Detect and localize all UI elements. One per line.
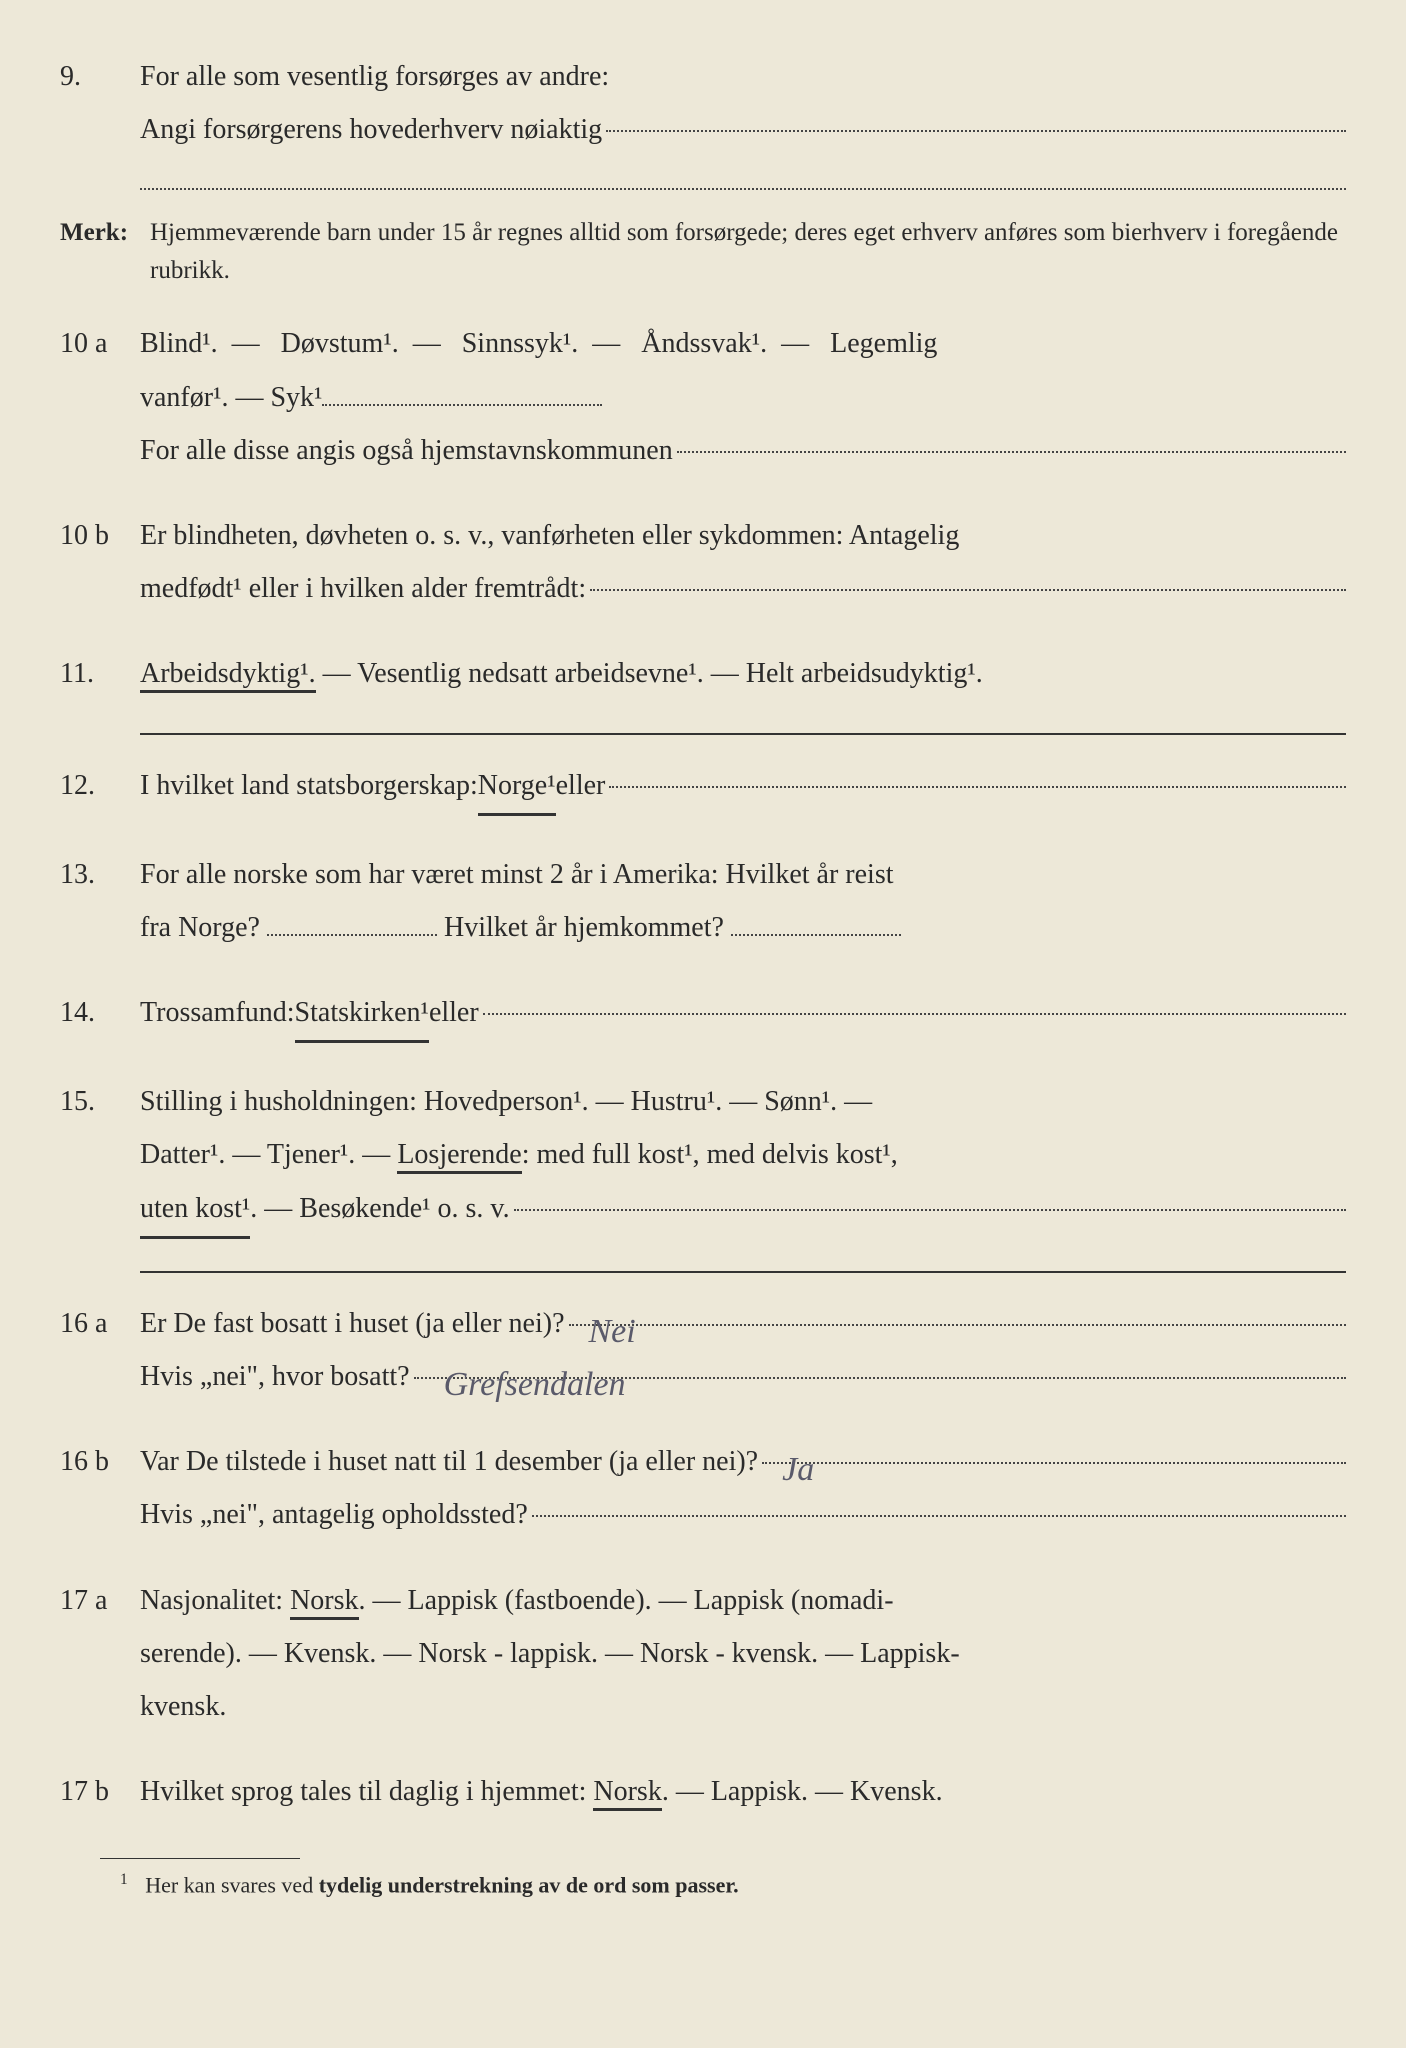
- q10a-opts: Blind¹. — Døvstum¹. — Sinnssyk¹. — Åndss…: [140, 317, 1346, 370]
- q12-number: 12.: [60, 759, 140, 812]
- question-17b: 17 b Hvilket sprog tales til daglig i hj…: [60, 1765, 1346, 1818]
- question-9: 9. For alle som vesentlig forsørges av a…: [60, 50, 1346, 156]
- q10b-line2: medfødt¹ eller i hvilken alder fremtrådt…: [140, 562, 586, 615]
- question-10b: 10 b Er blindheten, døvheten o. s. v., v…: [60, 509, 1346, 615]
- merk-text: Hjemmeværende barn under 15 år regnes al…: [150, 214, 1346, 289]
- q13-line1: For alle norske som har været minst 2 år…: [140, 848, 1346, 901]
- separator-solid: [140, 1271, 1346, 1273]
- q17b-norsk-underlined: Norsk: [593, 1776, 661, 1811]
- footnote-separator: [100, 1858, 300, 1859]
- fill-line: [606, 130, 1346, 132]
- q11-rest: — Vesentlig nedsatt arbeidsevne¹. — Helt…: [323, 658, 983, 689]
- q17a-number: 17 a: [60, 1574, 140, 1627]
- q15-line1: Stilling i husholdningen: Hovedperson¹. …: [140, 1075, 1346, 1128]
- q17a-norsk-underlined: Norsk: [290, 1585, 358, 1620]
- q16b-number: 16 b: [60, 1435, 140, 1488]
- question-15: 15. Stilling i husholdningen: Hovedperso…: [60, 1075, 1346, 1239]
- q9-line2: Angi forsørgerens hovederhverv nøiaktig: [140, 103, 602, 156]
- question-14: 14. Trossamfund: Statskirken¹ eller: [60, 986, 1346, 1043]
- question-13: 13. For alle norske som har været minst …: [60, 848, 1346, 954]
- question-12: 12. I hvilket land statsborgerskap: Norg…: [60, 759, 1346, 816]
- q16a-number: 16 a: [60, 1297, 140, 1350]
- q11-opt1-underlined: Arbeidsdyktig¹.: [140, 658, 316, 693]
- question-16a: 16 a Er De fast bosatt i huset (ja eller…: [60, 1297, 1346, 1403]
- q15-utenkost-underlined: uten kost¹: [140, 1182, 250, 1239]
- q16b-answer1: Ja: [782, 1438, 814, 1503]
- q10a-line2: vanfør¹. — Syk¹: [140, 371, 322, 424]
- question-10a: 10 a Blind¹. — Døvstum¹. — Sinnssyk¹. — …: [60, 317, 1346, 477]
- q15-number: 15.: [60, 1075, 140, 1128]
- q10b-number: 10 b: [60, 509, 140, 562]
- q11-number: 11.: [60, 647, 140, 700]
- q15-losjerende-underlined: Losjerende: [397, 1139, 521, 1174]
- q12-norge-underlined: Norge¹: [478, 759, 556, 816]
- q10a-line3: For alle disse angis også hjemstavnskomm…: [140, 424, 673, 477]
- q14-statskirken-underlined: Statskirken¹: [295, 986, 429, 1043]
- q13-number: 13.: [60, 848, 140, 901]
- q9-number: 9.: [60, 50, 140, 103]
- q9-line1: For alle som vesentlig forsørges av andr…: [140, 50, 1346, 103]
- merk-note: Merk: Hjemmeværende barn under 15 år reg…: [60, 214, 1346, 289]
- question-11: 11. Arbeidsdyktig¹. — Vesentlig nedsatt …: [60, 647, 1346, 700]
- q10a-number: 10 a: [60, 317, 140, 370]
- separator: [140, 188, 1346, 190]
- question-17a: 17 a Nasjonalitet: Norsk. — Lappisk (fas…: [60, 1574, 1346, 1734]
- question-16b: 16 b Var De tilstede i huset natt til 1 …: [60, 1435, 1346, 1541]
- q14-number: 14.: [60, 986, 140, 1039]
- q17b-number: 17 b: [60, 1765, 140, 1818]
- footnote: 1 Her kan svares ved tydelig understrekn…: [120, 1871, 1346, 1898]
- merk-label: Merk:: [60, 219, 150, 247]
- q16a-answer2: Grefsendalen: [444, 1353, 626, 1418]
- q10b-line1: Er blindheten, døvheten o. s. v., vanfør…: [140, 509, 1346, 562]
- separator-solid: [140, 733, 1346, 735]
